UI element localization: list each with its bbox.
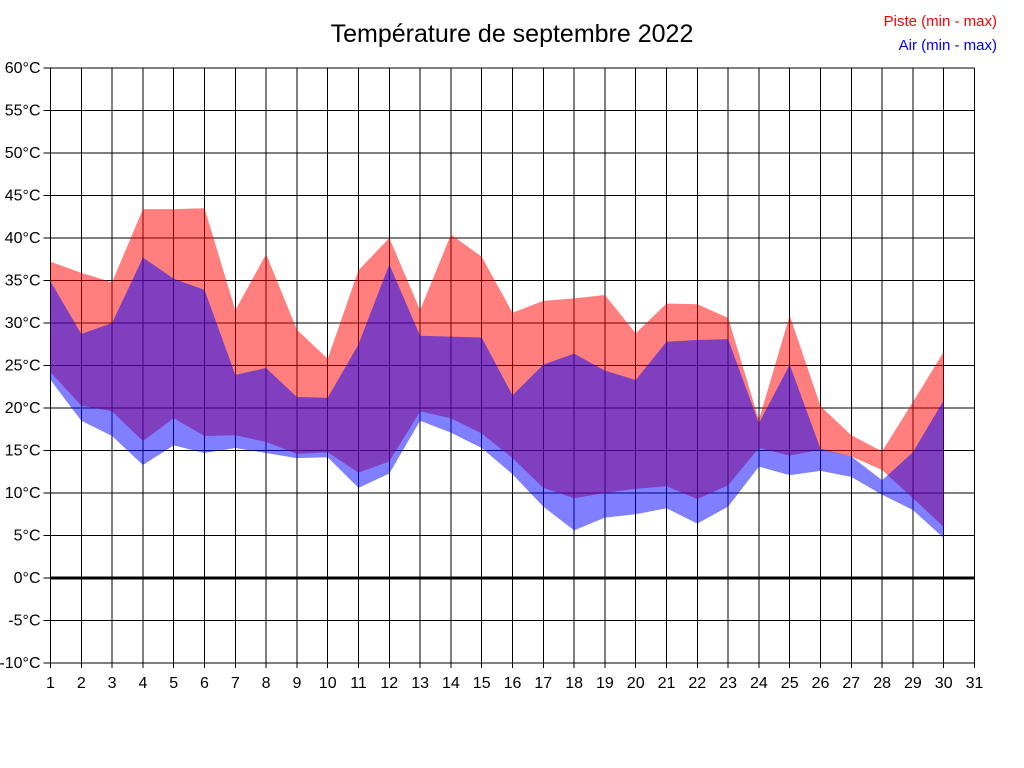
x-tick-label: 16 [504,675,522,692]
y-tick-label: -10°C [0,655,41,672]
x-tick-label: 31 [966,675,984,692]
x-tick-label: 10 [319,675,337,692]
legend-item-piste: Piste (min - max) [883,13,997,30]
x-tick-label: 22 [688,675,706,692]
legend: Piste (min - max) Air (min - max) [884,10,997,58]
chart-title: Température de septembre 2022 [330,20,694,48]
x-tick-label: 20 [627,675,645,692]
x-tick-label: 24 [750,675,768,692]
x-tick-label: 9 [292,675,301,692]
x-tick-label: 3 [108,675,117,692]
x-tick-label: 29 [904,675,922,692]
y-tick-label: 10°C [5,485,41,502]
temperature-bands [50,208,944,539]
x-tick-label: 5 [169,675,178,692]
x-tick-label: 18 [565,675,583,692]
y-tick-label: 60°C [5,60,41,77]
y-tick-label: 20°C [5,400,41,417]
y-tick-label: -5°C [8,613,40,630]
x-tick-label: 23 [719,675,737,692]
x-tick-label: 30 [935,675,953,692]
x-tick-label: 2 [77,675,86,692]
y-tick-label: 25°C [5,358,41,375]
x-tick-label: 25 [781,675,799,692]
x-tick-label: 11 [350,675,367,692]
y-tick-label: 0°C [14,570,41,587]
axis-labels: -10°C -5°C 0°C 5°C 10°C 15°C 20°C 25°C 30°C 35°C 4… [0,60,984,692]
x-tick-label: 21 [658,675,676,692]
x-tick-label: 28 [873,675,891,692]
x-tick-label: 6 [200,675,209,692]
x-tick-label: 17 [534,675,552,692]
y-tick-label: 40°C [5,230,41,247]
y-tick-label: 50°C [5,145,41,162]
x-tick-label: 27 [842,675,860,692]
x-tick-label: 4 [138,675,147,692]
x-tick-label: 14 [442,675,460,692]
x-tick-label: 13 [411,675,429,692]
air-range-band [50,257,944,539]
x-tick-label: 8 [262,675,271,692]
x-tick-label: 26 [812,675,830,692]
x-tick-label: 7 [231,675,240,692]
y-tick-label: 5°C [14,528,41,545]
legend-item-air: Air (min - max) [898,37,997,54]
y-tick-label: 35°C [5,273,41,290]
x-tick-label: 12 [380,675,398,692]
x-tick-label: 15 [473,675,491,692]
y-tick-label: 30°C [5,315,41,332]
x-tick-label: 1 [46,675,55,692]
y-tick-label: 15°C [5,443,41,460]
y-tick-label: 45°C [5,188,41,205]
x-tick-label: 19 [596,675,614,692]
y-tick-label: 55°C [5,103,41,120]
